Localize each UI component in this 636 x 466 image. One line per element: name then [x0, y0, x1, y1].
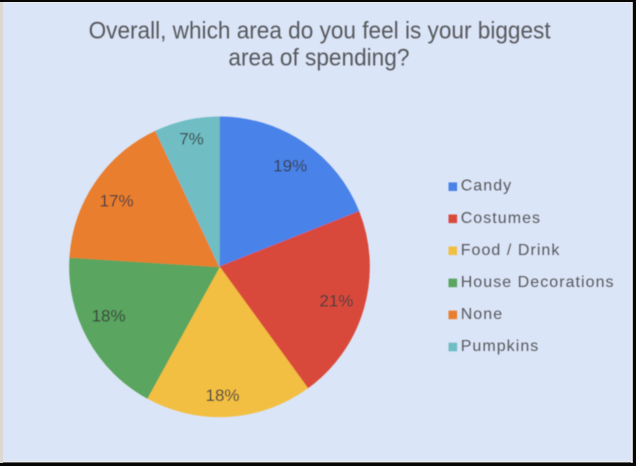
svg-text:7%: 7% [179, 130, 204, 149]
svg-text:Pumpkins: Pumpkins [461, 338, 540, 355]
svg-text:19%: 19% [273, 156, 307, 175]
svg-text:Overall, which area do you fee: Overall, which area do you feel is your … [89, 17, 551, 44]
svg-text:None: None [461, 306, 503, 323]
svg-text:18%: 18% [205, 386, 239, 405]
svg-text:17%: 17% [100, 192, 134, 211]
svg-text:18%: 18% [92, 307, 126, 326]
svg-text:Food / Drink: Food / Drink [461, 242, 561, 259]
svg-text:House Decorations: House Decorations [461, 274, 615, 291]
svg-text:Candy: Candy [461, 178, 513, 195]
svg-text:Costumes: Costumes [461, 210, 541, 227]
svg-text:area of spending?: area of spending? [228, 44, 409, 71]
svg-text:21%: 21% [319, 291, 353, 310]
